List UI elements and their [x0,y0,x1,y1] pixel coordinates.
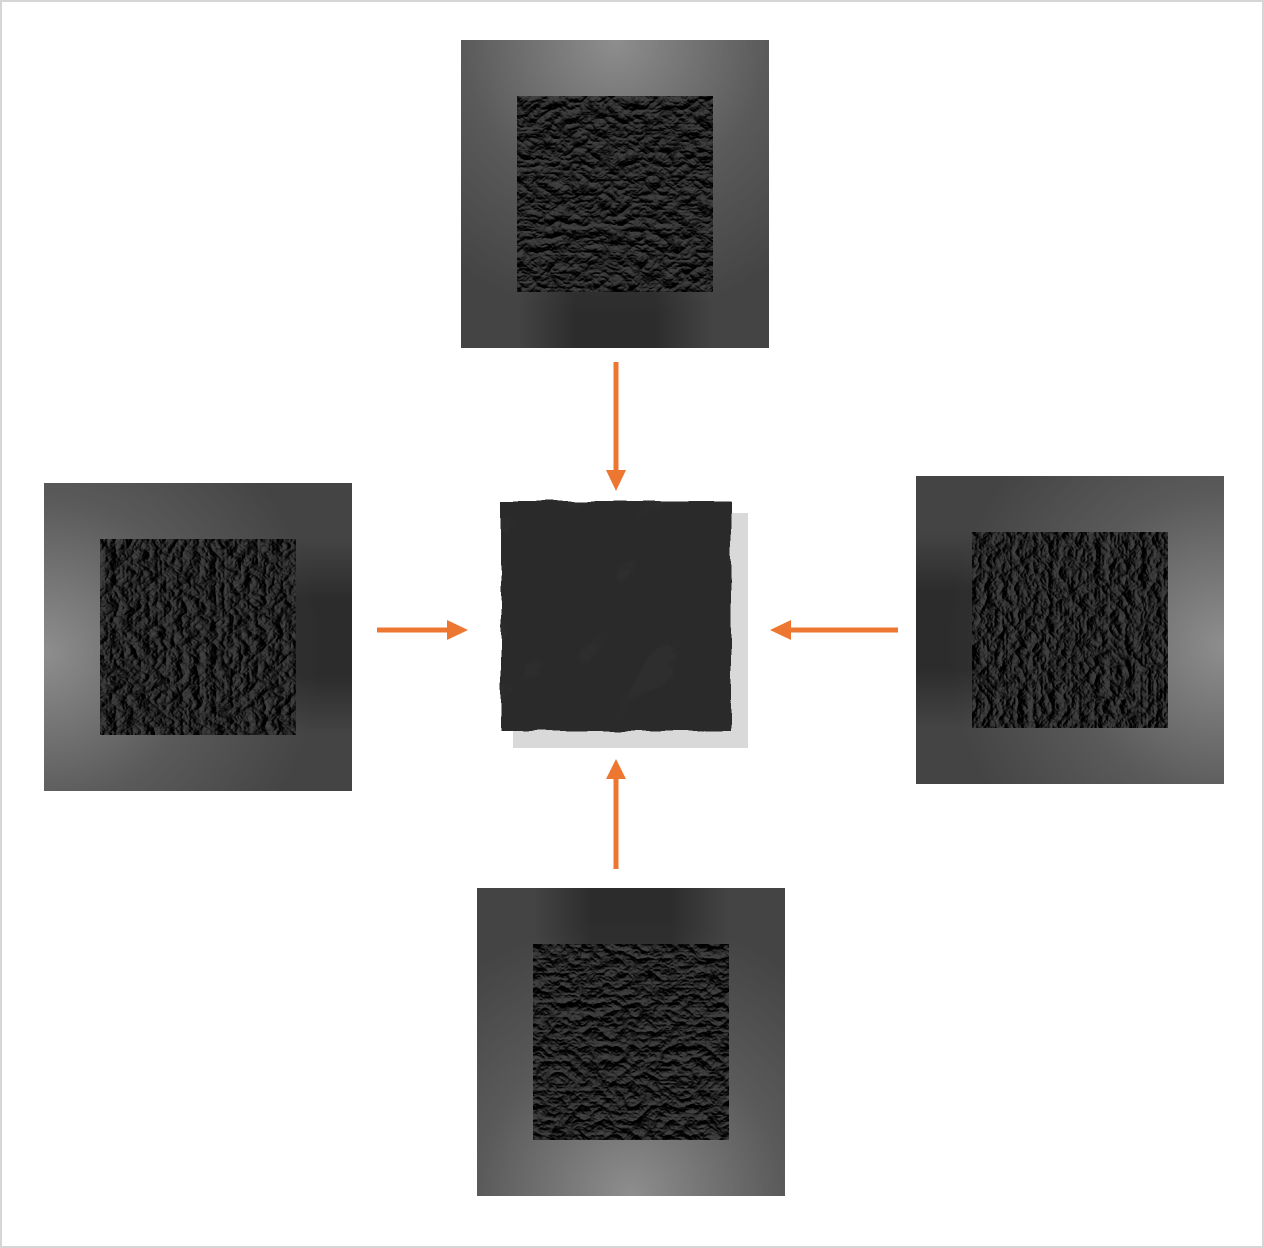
input-image-top [461,40,769,348]
texture-sample-bottom [533,944,729,1140]
input-image-bottom [477,888,785,1196]
result-surface-graphic [501,501,731,731]
texture-sample-left [100,539,296,735]
texture-sample-right [972,532,1168,728]
input-image-right [916,476,1224,784]
texture-sample-top [517,96,713,292]
combined-result-surface [497,497,735,735]
input-image-left [44,483,352,791]
